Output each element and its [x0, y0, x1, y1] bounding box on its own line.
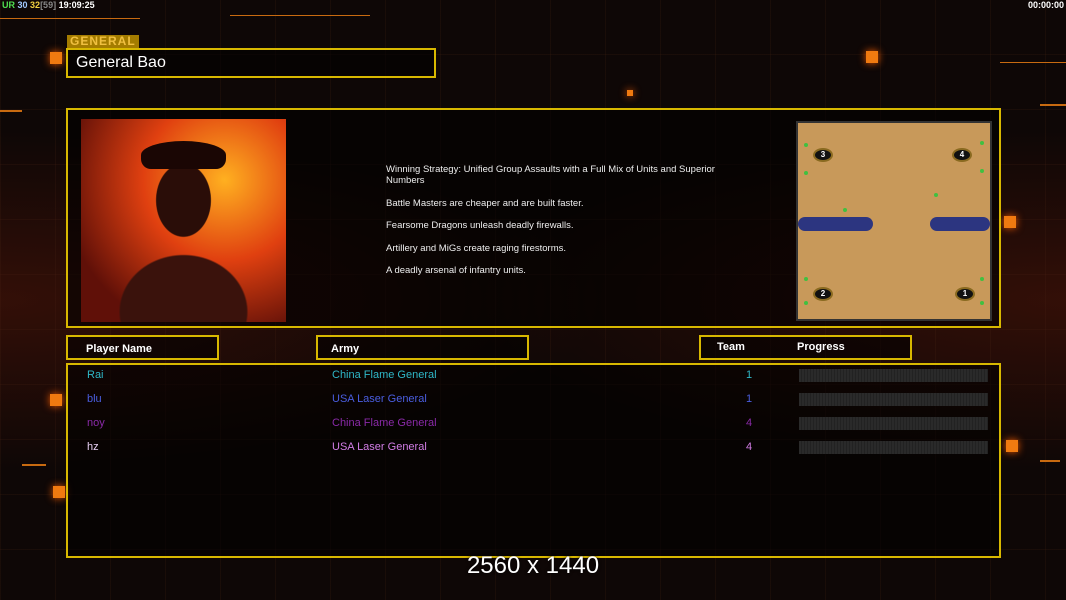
- progress-bar: [799, 369, 988, 382]
- start-position-4: 4: [952, 148, 972, 162]
- general-info-panel: Winning Strategy: Unified Group Assaults…: [66, 108, 1001, 328]
- map-preview: 1 2 3 4: [796, 121, 992, 321]
- player-name: noy: [87, 417, 105, 429]
- decor: [53, 486, 65, 498]
- cap-shape: [141, 141, 226, 169]
- player-team: 1: [746, 369, 753, 381]
- player-team: 4: [746, 417, 753, 429]
- decor: [1040, 104, 1066, 106]
- status-b: 32: [30, 0, 41, 10]
- decor: [22, 464, 46, 466]
- header-player-name: Player Name: [66, 335, 219, 360]
- start-position-1: 1: [955, 287, 975, 301]
- resource: [843, 208, 847, 212]
- general-description: Winning Strategy: Unified Group Assaults…: [386, 164, 726, 288]
- resource: [980, 169, 984, 173]
- player-row[interactable]: hz USA Laser General 4: [68, 441, 999, 455]
- start-position-2: 2: [813, 287, 833, 301]
- player-name: Rai: [87, 369, 104, 381]
- player-name: blu: [87, 393, 102, 405]
- player-army: USA Laser General: [332, 393, 427, 405]
- general-name: General Bao: [66, 48, 436, 78]
- status-a: 30: [17, 0, 28, 10]
- decor: [1004, 216, 1016, 228]
- trait-text: Fearsome Dragons unleash deadly firewall…: [386, 220, 574, 231]
- resource: [804, 277, 808, 281]
- resource: [934, 193, 938, 197]
- player-row[interactable]: blu USA Laser General 1: [68, 393, 999, 407]
- player-name: hz: [87, 441, 99, 453]
- resource: [804, 171, 808, 175]
- player-row[interactable]: noy China Flame General 4: [68, 417, 999, 431]
- resource: [980, 141, 984, 145]
- player-army: China Flame General: [332, 417, 437, 429]
- general-label: GENERAL: [67, 35, 139, 48]
- decor: [866, 51, 878, 63]
- header-progress: Progress: [797, 341, 845, 353]
- decor: [1006, 440, 1018, 452]
- status-c: [59]: [40, 0, 57, 10]
- status-time: 19:09:25: [58, 0, 95, 10]
- resource: [804, 301, 808, 305]
- header-team-progress: Team Progress: [699, 335, 912, 360]
- header-team: Team: [717, 341, 745, 353]
- river: [798, 217, 873, 231]
- general-portrait: [81, 119, 286, 322]
- progress-bar: [799, 441, 988, 454]
- decor: [0, 110, 22, 112]
- resource: [980, 301, 984, 305]
- progress-bar: [799, 417, 988, 430]
- river: [930, 217, 990, 231]
- resolution-readout: 2560 x 1440: [466, 552, 600, 579]
- player-row[interactable]: Rai China Flame General 1: [68, 369, 999, 383]
- decor: [0, 18, 140, 19]
- decor: [627, 90, 633, 96]
- player-team: 1: [746, 393, 753, 405]
- trait-text: Battle Masters are cheaper and are built…: [386, 197, 584, 209]
- decor: [230, 15, 370, 16]
- strategy-text: Winning Strategy: Unified Group Assaults…: [386, 164, 715, 186]
- header-army: Army: [316, 335, 529, 360]
- trait-text: A deadly arsenal of infantry units.: [386, 265, 526, 276]
- player-army: USA Laser General: [332, 441, 427, 453]
- player-list: Rai China Flame General 1 blu USA Laser …: [66, 363, 1001, 558]
- player-army: China Flame General: [332, 369, 437, 381]
- resource: [804, 143, 808, 147]
- decor: [1040, 460, 1060, 462]
- player-team: 4: [746, 441, 753, 453]
- decor: [1000, 62, 1066, 63]
- resource: [980, 277, 984, 281]
- status-readout: UR 30 32[59] 19:09:25: [2, 0, 95, 10]
- game-clock: 00:00:00: [1027, 0, 1064, 10]
- progress-bar: [799, 393, 988, 406]
- decor: [50, 394, 62, 406]
- trait-text: Artillery and MiGs create raging firesto…: [386, 242, 567, 254]
- start-position-3: 3: [813, 148, 833, 162]
- status-ur: UR: [2, 0, 15, 10]
- decor: [50, 52, 62, 64]
